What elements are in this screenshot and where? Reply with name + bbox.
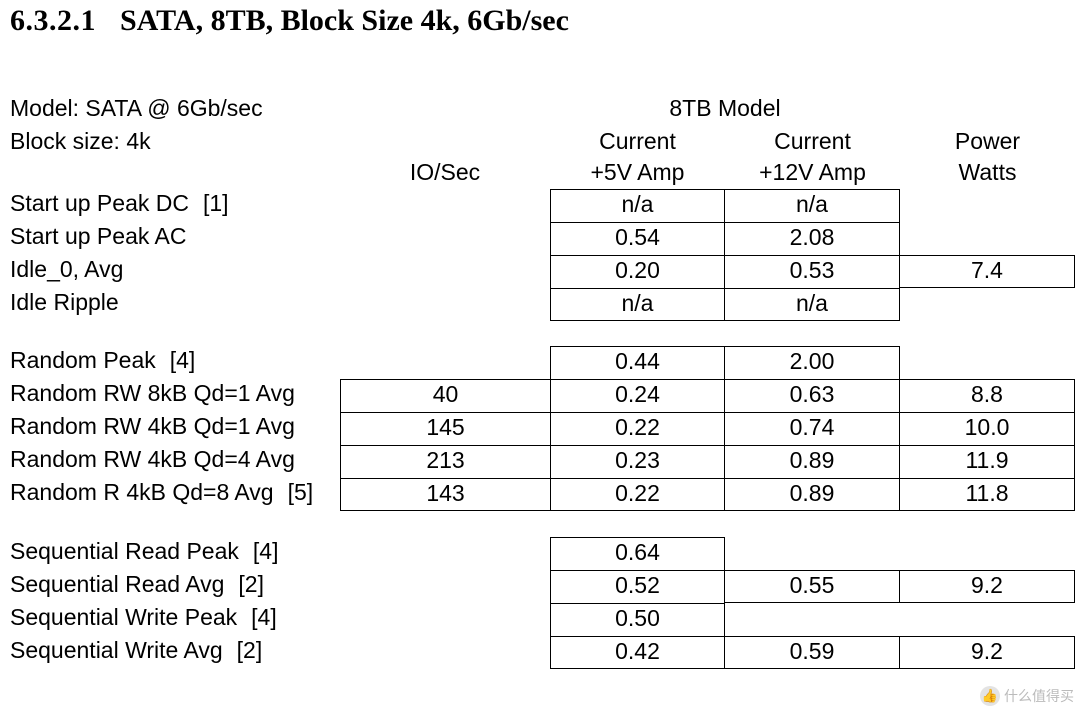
col-power-header-l2: Watts bbox=[900, 161, 1075, 184]
cell-5v: 0.42 bbox=[550, 636, 725, 669]
row-ref: [5] bbox=[288, 479, 314, 505]
row-label: Start up Peak AC bbox=[10, 225, 186, 248]
cell-12v: 0.74 bbox=[725, 412, 900, 445]
cell-power: 7.4 bbox=[900, 255, 1075, 288]
row-label: Idle Ripple bbox=[10, 291, 119, 314]
thumbs-up-icon: 👍 bbox=[980, 686, 1000, 706]
cell-12v: 2.00 bbox=[725, 346, 900, 379]
table-row: Sequential Write Peak [4] 0.50 bbox=[10, 603, 1080, 636]
row-label: Random RW 4kB Qd=1 Avg bbox=[10, 415, 295, 438]
section-heading: 6.3.2.1 SATA, 8TB, Block Size 4k, 6Gb/sec bbox=[10, 4, 569, 38]
watermark: 👍 什么值得买 bbox=[980, 686, 1074, 706]
table-row: Random RW 8kB Qd=1 Avg 40 0.24 0.63 8.8 bbox=[10, 379, 1080, 412]
cell-12v: 0.59 bbox=[725, 636, 900, 669]
table-row: Idle_0, Avg 0.20 0.53 7.4 bbox=[10, 255, 1080, 288]
row-label: Random R 4kB Qd=8 Avg bbox=[10, 479, 274, 505]
table-row: Random RW 4kB Qd=1 Avg 145 0.22 0.74 10.… bbox=[10, 412, 1080, 445]
row-ref: [4] bbox=[170, 347, 196, 373]
cell-12v: 0.89 bbox=[725, 445, 900, 478]
cell-5v: 0.24 bbox=[550, 379, 725, 412]
row-ref: [1] bbox=[203, 190, 229, 216]
table-row: Start up Peak AC 0.54 2.08 bbox=[10, 222, 1080, 255]
cell-power: 9.2 bbox=[900, 570, 1075, 603]
cell-12v: 0.63 bbox=[725, 379, 900, 412]
cell-5v: 0.54 bbox=[550, 222, 725, 255]
cell-5v: 0.23 bbox=[550, 445, 725, 478]
model-line: Model: SATA @ 6Gb/sec bbox=[10, 97, 263, 120]
watermark-text: 什么值得买 bbox=[1004, 686, 1074, 706]
table-row: Random Peak [4] 0.44 2.00 bbox=[10, 346, 1080, 379]
cell-5v: n/a bbox=[550, 288, 725, 321]
cell-12v: n/a bbox=[725, 288, 900, 321]
cell-power: 9.2 bbox=[900, 636, 1075, 669]
cell-5v: 0.22 bbox=[550, 412, 725, 445]
row-label: Sequential Write Avg bbox=[10, 637, 223, 663]
section-title: SATA, 8TB, Block Size 4k, 6Gb/sec bbox=[120, 4, 569, 37]
cell-5v: 0.50 bbox=[550, 603, 725, 636]
col-power-header-l1: Power bbox=[900, 130, 1075, 153]
section-number: 6.3.2.1 bbox=[10, 4, 96, 37]
row-label: Random Peak bbox=[10, 347, 156, 373]
table-row: Idle Ripple n/a n/a bbox=[10, 288, 1080, 321]
cell-io: 40 bbox=[340, 379, 550, 412]
row-label: Start up Peak DC bbox=[10, 190, 189, 216]
col-5v-header-l2: +5V Amp bbox=[550, 161, 725, 184]
cell-5v: 0.22 bbox=[550, 478, 725, 511]
row-ref: [2] bbox=[238, 571, 264, 597]
cell-12v: 0.89 bbox=[725, 478, 900, 511]
row-label: Sequential Read Peak bbox=[10, 538, 239, 564]
cell-5v: 0.52 bbox=[550, 570, 725, 603]
cell-power: 8.8 bbox=[900, 379, 1075, 412]
row-label: Random RW 8kB Qd=1 Avg bbox=[10, 382, 295, 405]
table-row: Sequential Write Avg [2] 0.42 0.59 9.2 bbox=[10, 636, 1080, 669]
cell-io: 213 bbox=[340, 445, 550, 478]
row-ref: [4] bbox=[253, 538, 279, 564]
table-row: Start up Peak DC [1] n/a n/a bbox=[10, 189, 1080, 222]
table-row: Random R 4kB Qd=8 Avg [5] 143 0.22 0.89 1… bbox=[10, 478, 1080, 511]
row-ref: [4] bbox=[251, 604, 277, 630]
cell-power: 11.8 bbox=[900, 478, 1075, 511]
col-io-header: IO/Sec bbox=[340, 161, 550, 184]
cell-5v: 0.20 bbox=[550, 255, 725, 288]
cell-12v: 0.55 bbox=[725, 570, 900, 603]
cell-12v: n/a bbox=[725, 189, 900, 222]
cell-power: 11.9 bbox=[900, 445, 1075, 478]
cell-io: 145 bbox=[340, 412, 550, 445]
row-label: Random RW 4kB Qd=4 Avg bbox=[10, 448, 295, 471]
cell-5v: 0.44 bbox=[550, 346, 725, 379]
cell-5v: n/a bbox=[550, 189, 725, 222]
model-header: 8TB Model bbox=[550, 97, 900, 120]
table-row: Random RW 4kB Qd=4 Avg 213 0.23 0.89 11.… bbox=[10, 445, 1080, 478]
row-label: Sequential Read Avg bbox=[10, 571, 224, 597]
cell-io: 143 bbox=[340, 478, 550, 511]
row-label: Idle_0, Avg bbox=[10, 258, 123, 281]
cell-power: 10.0 bbox=[900, 412, 1075, 445]
col-12v-header-l1: Current bbox=[725, 130, 900, 153]
cell-5v: 0.64 bbox=[550, 537, 725, 570]
col-12v-header-l2: +12V Amp bbox=[725, 161, 900, 184]
block-size-line: Block size: 4k bbox=[10, 130, 151, 153]
col-5v-header-l1: Current bbox=[550, 130, 725, 153]
cell-12v: 0.53 bbox=[725, 255, 900, 288]
table-row: Sequential Read Peak [4] 0.64 bbox=[10, 537, 1080, 570]
table-row: Sequential Read Avg [2] 0.52 0.55 9.2 bbox=[10, 570, 1080, 603]
row-ref: [2] bbox=[237, 637, 263, 663]
row-label: Sequential Write Peak bbox=[10, 604, 237, 630]
cell-12v: 2.08 bbox=[725, 222, 900, 255]
